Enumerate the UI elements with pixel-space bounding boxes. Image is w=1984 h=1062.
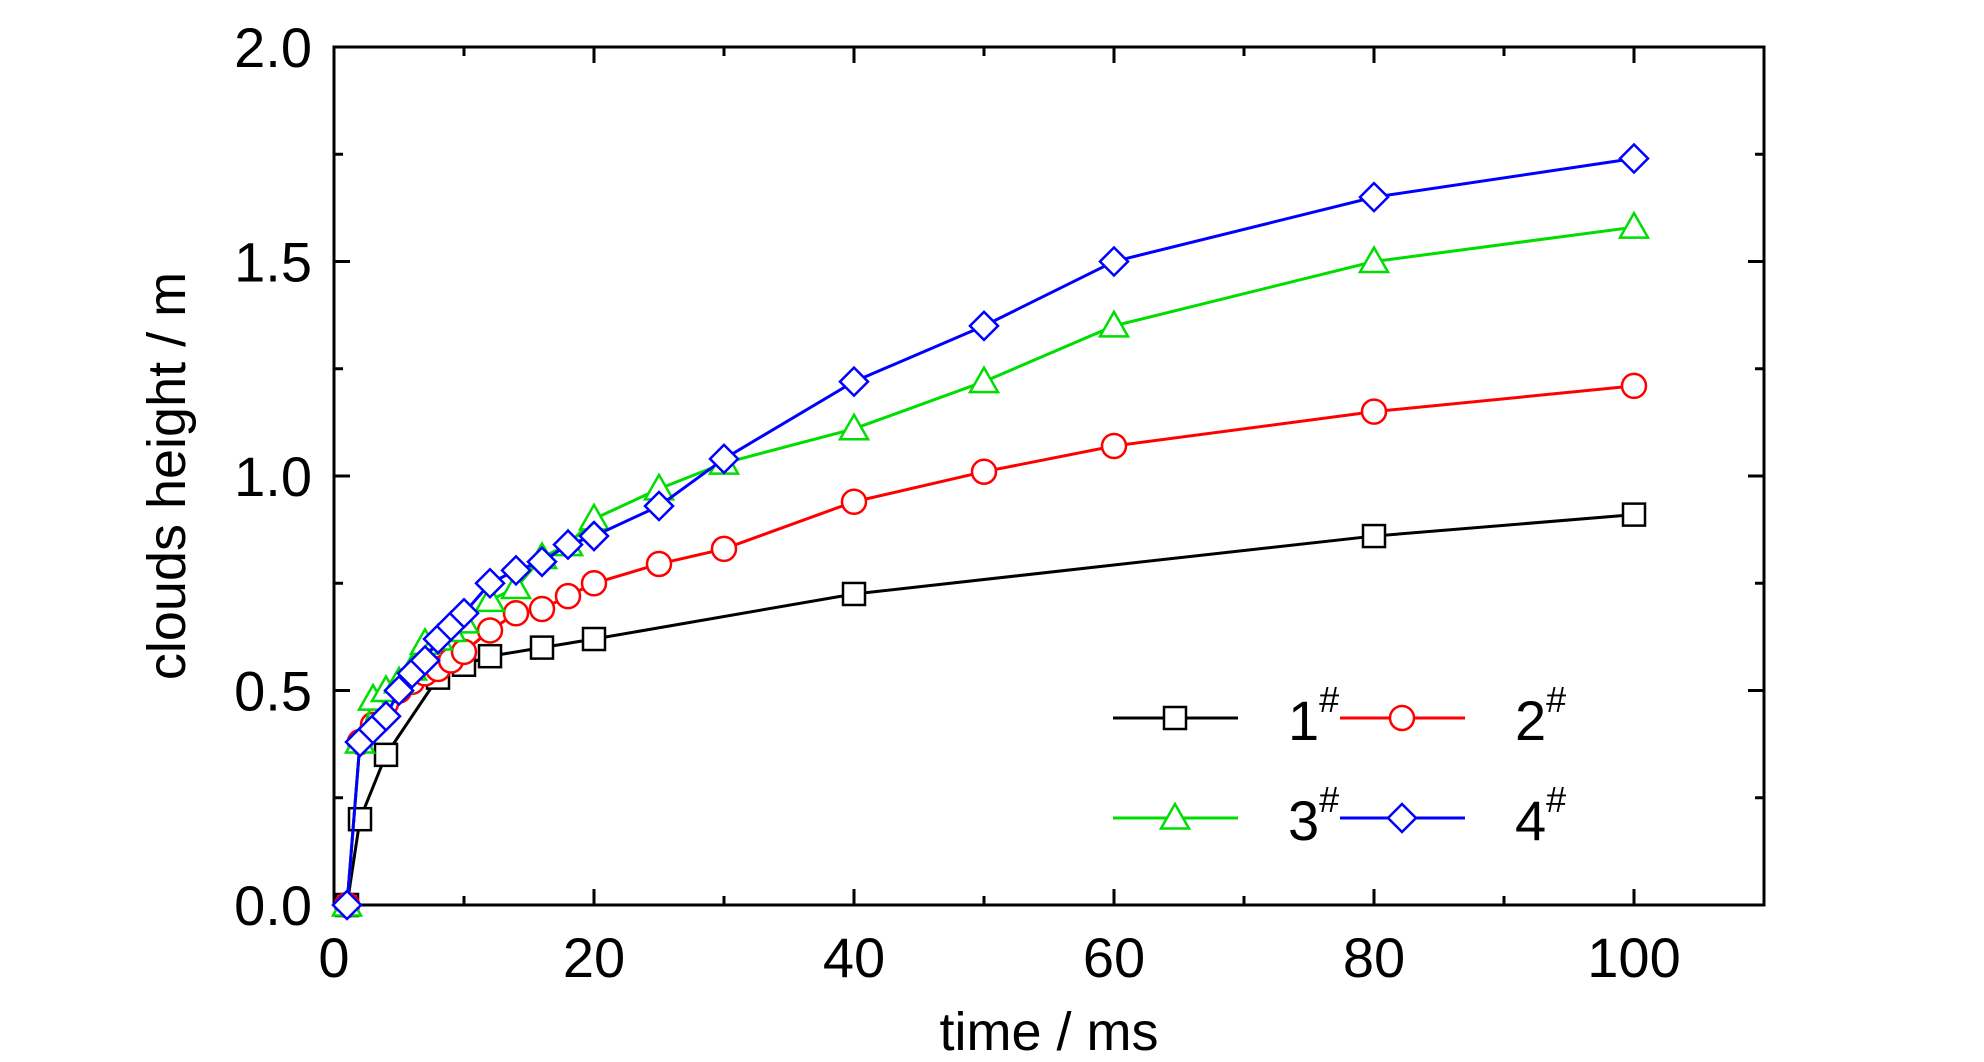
data-point-4: [474, 567, 506, 600]
y-tick-label: 1.5: [234, 231, 312, 294]
data-point-2: [502, 600, 530, 627]
data-point-1: [1621, 502, 1647, 527]
x-tick-label: 0: [318, 926, 349, 989]
data-point-2: [476, 617, 504, 644]
y-tick-label: 0.5: [234, 660, 312, 723]
data-point-2: [580, 570, 608, 597]
legend-item-2: 2#: [1340, 679, 1566, 752]
data-point-2: [554, 582, 582, 610]
x-tick-label: 80: [1343, 926, 1405, 989]
data-point-2: [840, 488, 868, 515]
data-point-4: [409, 644, 441, 677]
x-tick-label: 60: [1083, 926, 1145, 989]
series-4: [331, 142, 1650, 921]
series-2: [333, 372, 1648, 919]
data-point-4: [448, 597, 480, 630]
legend-marker: [1388, 704, 1416, 732]
y-tick-label: 0.0: [234, 874, 312, 937]
data-point-4: [370, 700, 402, 733]
legend-label-sup: #: [1546, 679, 1566, 720]
series-layer: [330, 142, 1651, 921]
data-point-2: [970, 458, 998, 485]
data-point-4: [708, 443, 740, 475]
x-tick-label: 40: [823, 926, 885, 989]
legend-item-4: 4#: [1340, 779, 1566, 852]
y-tick-label: 2.0: [234, 16, 312, 79]
data-point-3: [1617, 210, 1651, 239]
data-point-4: [643, 490, 675, 522]
data-point-1: [529, 635, 555, 660]
legend-marker: [1386, 802, 1418, 834]
legend-marker: [1158, 801, 1192, 830]
x-tick-label: 100: [1587, 926, 1680, 989]
x-tick-label: 20: [563, 926, 625, 989]
data-point-3: [1097, 309, 1131, 338]
legend-label-sup: #: [1546, 779, 1566, 820]
data-point-2: [710, 535, 738, 563]
data-point-2: [1620, 372, 1648, 400]
data-point-4: [500, 554, 532, 587]
legend-label: 2#: [1515, 679, 1566, 752]
data-point-4: [552, 528, 584, 561]
data-point-3: [1357, 244, 1391, 274]
data-point-1: [373, 742, 399, 768]
legend-label: 3#: [1288, 779, 1339, 852]
legend-item-3: 3#: [1113, 779, 1339, 852]
data-point-4: [578, 520, 610, 552]
legend-label-sup: #: [1319, 779, 1339, 820]
x-axis-label: time / ms: [939, 1002, 1158, 1062]
data-point-2: [1100, 432, 1128, 460]
data-point-4: [1098, 245, 1130, 278]
legend-label: 1#: [1288, 679, 1339, 752]
legend-label-sup: #: [1319, 679, 1339, 720]
series-line-4: [345, 157, 1635, 906]
data-point-4: [838, 365, 870, 398]
data-point-4: [331, 889, 363, 921]
data-point-4: [383, 674, 415, 707]
data-point-1: [477, 643, 503, 669]
data-point-2: [1360, 398, 1388, 425]
data-point-3: [837, 412, 871, 441]
data-point-1: [841, 581, 867, 607]
y-axis: 0.0 0.5 1.0 1.5 2.0: [234, 16, 1764, 937]
legend-marker: [1162, 705, 1188, 731]
data-point-4: [1358, 181, 1390, 213]
data-point-4: [968, 310, 1000, 342]
data-point-1: [1361, 523, 1387, 549]
data-point-1: [581, 626, 607, 652]
legend: 1# 2# 3# 4#: [1113, 679, 1566, 852]
data-point-4: [526, 546, 558, 578]
data-point-4: [1618, 142, 1650, 175]
data-point-2: [528, 595, 556, 623]
legend-label: 4#: [1515, 779, 1566, 852]
data-point-3: [967, 365, 1001, 394]
data-point-2: [645, 550, 673, 578]
legend-item-1: 1#: [1113, 679, 1339, 752]
data-point-2: [450, 638, 478, 666]
y-tick-label: 1.0: [234, 445, 312, 508]
plot-frame: [332, 45, 1766, 907]
x-axis: 0 20 40 60 80 100: [318, 47, 1766, 989]
y-axis-label: clouds height / m: [137, 272, 197, 680]
